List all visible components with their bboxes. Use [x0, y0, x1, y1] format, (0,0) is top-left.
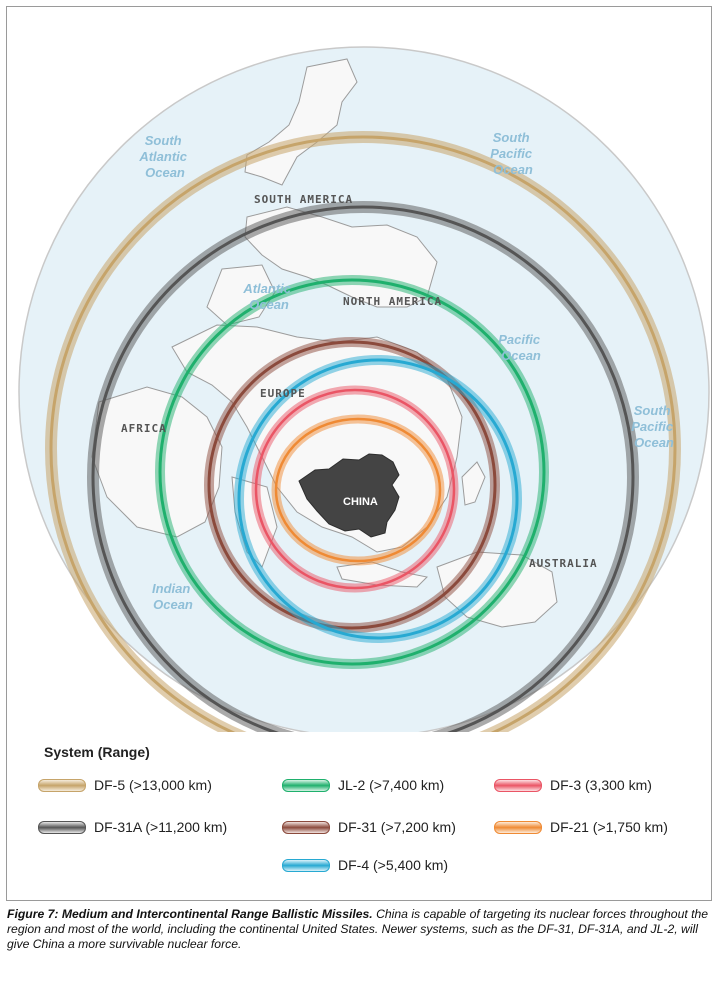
legend-item-df-31a: DF-31A (>11,200 km): [38, 819, 227, 835]
ocean-label-line: Ocean: [249, 297, 289, 312]
ring-df-31-core: [207, 340, 497, 630]
ocean-label-south-atlantic: South Atlantic Ocean: [138, 133, 190, 180]
ocean-labels: South Atlantic Ocean South Pacific Ocean…: [138, 130, 677, 612]
ocean-label-line: Ocean: [153, 597, 193, 612]
ocean-label-line: Atlantic: [138, 149, 187, 164]
ocean-label-atlantic: Atlantic Ocean: [242, 281, 294, 312]
ocean-label-line: Indian: [152, 581, 190, 596]
legend-swatch-df-31a: [38, 820, 86, 834]
legend-item-df-5: DF-5 (>13,000 km): [38, 777, 212, 793]
ocean-label-line: Ocean: [501, 348, 541, 363]
legend-label-df-3: DF-3 (3,300 km): [550, 777, 652, 793]
continent-label-africa: AFRICA: [121, 422, 167, 435]
legend-label-df-31a: DF-31A (>11,200 km): [94, 819, 228, 835]
legend-swatch-df-3: [494, 778, 542, 792]
legend-item-jl-2: JL-2 (>7,400 km): [282, 777, 444, 793]
ocean-label-line: South: [634, 403, 671, 418]
ocean-label-line: Ocean: [145, 165, 185, 180]
figure-caption: Figure 7: Medium and Intercontinental Ra…: [7, 907, 713, 952]
legend-label-df-4: DF-4 (>5,400 km): [338, 857, 449, 873]
legend-item-df-3: DF-3 (3,300 km): [494, 777, 652, 793]
legend-label-df-31: DF-31 (>7,200 km): [338, 819, 456, 835]
legend-item-df-31: DF-31 (>7,200 km): [282, 819, 456, 835]
continent-label-australia: AUSTRALIA: [529, 557, 598, 570]
ring-df-5-core: [49, 135, 677, 732]
legend-label-df-21: DF-21 (>1,750 km): [550, 819, 668, 835]
ring-df-3-core: [254, 388, 456, 590]
legend-label-df-5: DF-5 (>13,000 km): [94, 777, 212, 793]
legend-item-df-4: DF-4 (>5,400 km): [282, 857, 448, 873]
range-rings: [45, 131, 681, 732]
ring-df-4-core: [237, 358, 519, 640]
figure-frame: CHINA South Atlantic Ocean South Pacific…: [6, 6, 712, 901]
ocean-label-south-pacific-top: South Pacific Ocean: [490, 130, 536, 177]
legend-swatch-jl-2: [282, 778, 330, 792]
japan-land: [461, 461, 486, 506]
ocean-label-line: Ocean: [634, 435, 674, 450]
ring-df-21-core: [274, 417, 442, 563]
ocean-label-indian: Indian Ocean: [152, 581, 194, 612]
legend-swatch-df-21: [494, 820, 542, 834]
legend-item-df-21: DF-21 (>1,750 km): [494, 819, 668, 835]
ring-df-31a-core: [91, 205, 635, 732]
ocean-label-line: South: [145, 133, 182, 148]
range-map: CHINA South Atlantic Ocean South Pacific…: [18, 46, 710, 732]
ocean-label-line: Pacific: [631, 419, 674, 434]
ocean-label-line: Atlantic: [242, 281, 291, 296]
legend-swatch-df-31: [282, 820, 330, 834]
ocean-label-line: Ocean: [493, 162, 533, 177]
caption-text: China is capable of targeting its nuclea…: [7, 907, 709, 951]
ring-jl-2-core: [158, 278, 546, 666]
legend-label-jl-2: JL-2 (>7,400 km): [338, 777, 445, 793]
caption-figure-title: Figure 7: Medium and Intercontinental Ra…: [7, 907, 373, 921]
legend-swatch-df-5: [38, 778, 86, 792]
continent-labels: SOUTH AMERICA NORTH AMERICA EUROPE AFRIC…: [121, 193, 598, 570]
china-shape: [298, 453, 400, 538]
ocean-label-line: Pacific: [490, 146, 533, 161]
ocean-label-south-pacific-right: South Pacific Ocean: [631, 403, 677, 450]
continent-label-europe: EUROPE: [260, 387, 306, 400]
ocean-label-pacific: Pacific Ocean: [498, 332, 544, 363]
continent-label-south-america: SOUTH AMERICA: [254, 193, 353, 206]
legend-title: System (Range): [44, 744, 150, 760]
ocean-label-line: Pacific: [498, 332, 541, 347]
legend-swatch-df-4: [282, 858, 330, 872]
china-label: CHINA: [343, 496, 378, 508]
continent-label-north-america: NORTH AMERICA: [343, 295, 442, 308]
ocean-label-line: South: [493, 130, 530, 145]
